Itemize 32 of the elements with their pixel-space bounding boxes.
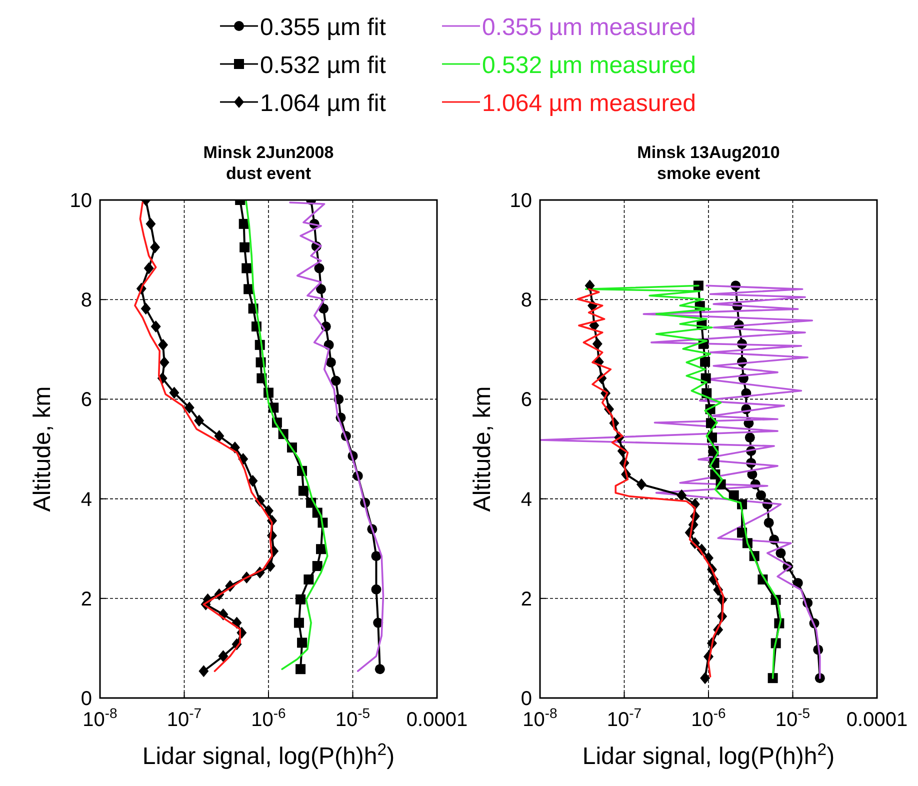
x-tick-label: 10$^{-5}$ <box>335 705 370 731</box>
x-tick-label: 10$^{-6}$ <box>691 705 726 731</box>
y-tick-label: 10 <box>70 190 92 212</box>
y-tick-label: 4 <box>520 488 532 511</box>
x-tick-label: 10$^{-6}$ <box>251 705 286 731</box>
x-tick-label: 10$^{-7}$ <box>166 705 202 731</box>
y-axis-title: Altitude, km <box>29 386 56 512</box>
y-tick-label: 6 <box>520 389 532 412</box>
x-axis-title: Lidar signal, log(P(h)h$^{2}$) <box>142 740 395 770</box>
y-tick-label: 8 <box>80 290 92 312</box>
y-tick-label: 6 <box>80 389 92 412</box>
chart-title: Minsk 13Aug2010 <box>637 143 780 162</box>
x-tick-label: 0.0001 <box>846 709 908 731</box>
legend-label: 0.532 µm measured <box>482 52 696 79</box>
y-axis-title: Altitude, km <box>469 386 496 512</box>
chart-title: Minsk 2Jun2008 <box>203 143 334 162</box>
x-axis-title: Lidar signal, log(P(h)h$^{2}$) <box>582 740 835 770</box>
y-tick-label: 2 <box>80 588 92 610</box>
legend-label: 0.532 µm fit <box>260 52 386 79</box>
y-tick-label: 2 <box>520 588 532 610</box>
legend-label: 0.355 µm fit <box>260 14 386 41</box>
y-tick-label: 10 <box>510 190 532 212</box>
legend-label: 0.355 µm measured <box>482 14 696 41</box>
chart-subtitle: dust event <box>226 164 312 183</box>
x-tick-label: 10$^{-5}$ <box>775 705 810 731</box>
y-tick-label: 8 <box>520 290 532 312</box>
y-tick-label: 4 <box>80 488 92 511</box>
legend-label: 1.064 µm fit <box>260 90 386 117</box>
chart-subtitle: smoke event <box>657 164 760 183</box>
x-tick-label: 10$^{-7}$ <box>606 705 642 731</box>
x-tick-label: 0.0001 <box>406 709 468 731</box>
legend-label: 1.064 µm measured <box>482 90 696 117</box>
